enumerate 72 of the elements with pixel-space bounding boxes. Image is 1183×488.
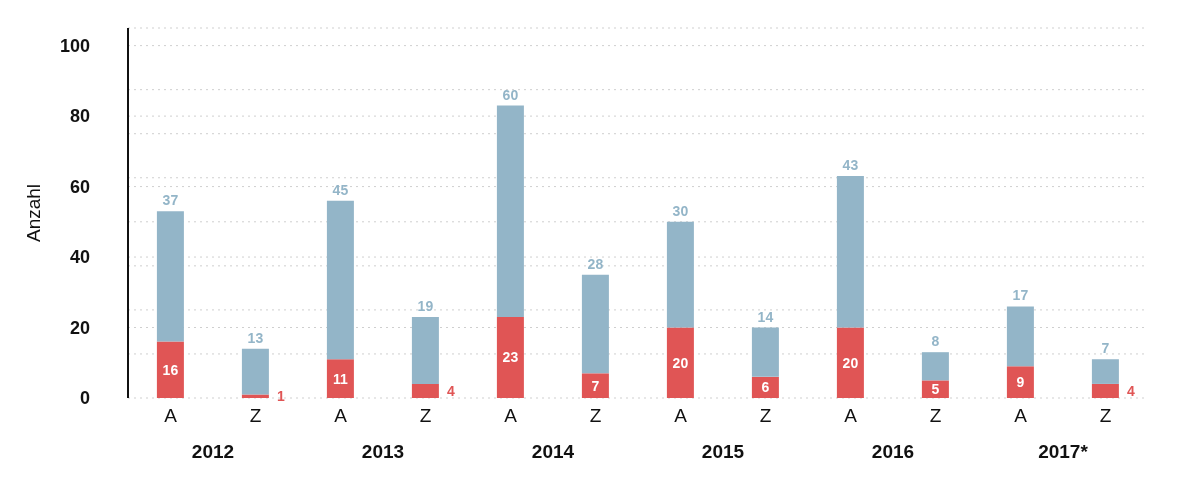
bar <box>581 373 609 398</box>
bar <box>666 327 694 398</box>
x-tick-label: A <box>504 405 518 426</box>
x-tick-label: A <box>1014 405 1028 426</box>
x-tick-label: A <box>334 405 348 426</box>
data-label: 20 <box>672 354 689 371</box>
text: 2013 <box>361 441 405 462</box>
y-tick-label: 20 <box>69 317 90 338</box>
data-label: 37 <box>162 192 179 209</box>
y-tick-label: 80 <box>69 106 90 127</box>
data-label: 14 <box>757 308 774 325</box>
bar <box>1006 366 1034 398</box>
bar <box>496 316 524 398</box>
y-tick-label: 40 <box>69 247 90 268</box>
data-label: 23 <box>502 349 519 366</box>
data-label: 43 <box>842 157 859 173</box>
data-label: 60 <box>502 86 519 103</box>
data-label: 4 <box>1126 382 1135 399</box>
data-label: 8 <box>931 333 940 350</box>
bar <box>411 383 439 398</box>
bar <box>241 394 269 398</box>
x-tick-label: Z <box>1099 405 1112 426</box>
bar <box>156 211 184 342</box>
bar <box>581 274 609 374</box>
text: 2016 <box>871 441 915 462</box>
bar <box>326 200 354 360</box>
x-tick-label: Z <box>419 405 432 426</box>
bar <box>156 341 184 398</box>
data-label: 9 <box>1016 374 1025 391</box>
y-tick-label: 60 <box>69 176 90 197</box>
x-tick-label: Z <box>929 405 942 426</box>
x-tick-label: Z <box>759 405 772 426</box>
bar <box>921 380 949 398</box>
x-tick-label: Z <box>589 405 602 426</box>
data-label: 17 <box>1012 287 1029 304</box>
y-tick-label: 100 <box>59 35 90 56</box>
data-label: 28 <box>587 255 604 272</box>
bar <box>1091 383 1119 398</box>
data-label: 6 <box>761 379 770 396</box>
data-label: 4 <box>446 382 455 399</box>
data-label: 7 <box>1101 340 1110 357</box>
data-label: 5 <box>931 381 940 398</box>
data-label: 7 <box>591 377 600 394</box>
x-tick-label: A <box>164 405 178 426</box>
data-label: 11 <box>332 370 349 387</box>
bar <box>836 176 864 328</box>
y-tick-label: 0 <box>79 388 90 408</box>
data-label: 30 <box>672 202 689 219</box>
text: 2015 <box>701 441 745 462</box>
text: 2017* <box>1038 441 1089 462</box>
bar <box>1091 359 1119 384</box>
bar <box>751 327 779 377</box>
x-tick-label: A <box>674 405 688 426</box>
text: 2012 <box>191 441 235 462</box>
data-label: 45 <box>332 181 349 198</box>
data-label: 16 <box>162 361 179 378</box>
x-tick-label: A <box>844 405 858 426</box>
bar <box>836 327 864 398</box>
bar <box>241 348 269 395</box>
text: 2014 <box>531 441 575 462</box>
data-label: 20 <box>842 354 859 371</box>
bar <box>411 316 439 384</box>
bar <box>666 221 694 328</box>
bar <box>1006 306 1034 367</box>
bar <box>326 359 354 398</box>
data-label: 13 <box>247 329 264 346</box>
bar <box>921 352 949 381</box>
x-tick-label: Z <box>249 405 262 426</box>
data-label: 19 <box>417 297 434 314</box>
y-axis-title: Anzahl <box>22 183 44 243</box>
data-label: 1 <box>276 388 285 405</box>
bar <box>496 105 524 317</box>
